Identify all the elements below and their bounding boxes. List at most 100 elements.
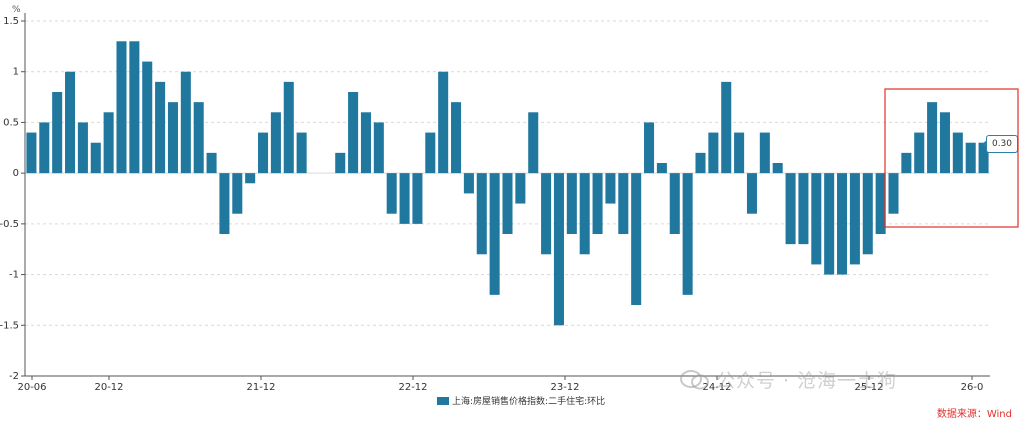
legend-label: 上海:房屋销售价格指数:二手住宅:环比 xyxy=(452,395,605,407)
bar xyxy=(52,92,63,174)
bar xyxy=(682,173,693,295)
bar xyxy=(965,142,976,174)
bar xyxy=(425,132,436,174)
bar xyxy=(939,112,950,174)
bar xyxy=(245,173,256,184)
x-tick-label: 25-12 xyxy=(854,382,883,393)
y-unit-label: % xyxy=(12,5,21,15)
bar xyxy=(579,173,590,255)
y-tick-label: -1.5 xyxy=(0,320,19,331)
bar xyxy=(605,173,616,204)
bar xyxy=(116,41,127,174)
y-tick-label: -0.5 xyxy=(0,219,19,230)
bar xyxy=(476,173,487,255)
y-tick-label: -1 xyxy=(9,270,19,281)
axes: 1.5 1 0.5 0 -0.5 -1 -1.5 -2% 20-06 20-12 21-12 22-1… xyxy=(0,5,990,393)
bar xyxy=(798,173,809,245)
bar xyxy=(669,173,680,234)
bar xyxy=(849,173,860,265)
bar xyxy=(656,163,667,174)
bar xyxy=(927,102,938,174)
bar xyxy=(618,173,629,234)
bar xyxy=(451,102,462,174)
y-tick-label: 0.5 xyxy=(3,117,19,128)
bar xyxy=(978,142,989,174)
x-tick-label: 20-06 xyxy=(17,382,46,393)
x-tick-label: 26-0 xyxy=(961,382,984,393)
bar xyxy=(463,173,474,194)
bar xyxy=(296,132,307,174)
bar xyxy=(180,71,191,174)
bar xyxy=(270,112,281,174)
bar xyxy=(862,173,873,255)
x-tick-label: 21-12 xyxy=(246,382,275,393)
bar xyxy=(90,142,101,174)
wechat-icon xyxy=(680,369,709,389)
bar xyxy=(515,173,526,204)
watermark-text: 公众号 · 沧海一土狗 xyxy=(716,370,898,392)
bar xyxy=(26,132,37,174)
legend: 上海:房屋销售价格指数:二手住宅:环比 xyxy=(437,395,605,407)
bar xyxy=(734,132,745,174)
bar xyxy=(528,112,539,174)
x-tick-label: 23-12 xyxy=(550,382,579,393)
bar xyxy=(772,163,783,174)
bar xyxy=(785,173,796,245)
bar xyxy=(708,132,719,174)
bar xyxy=(914,132,925,174)
bar xyxy=(875,173,886,234)
bar xyxy=(65,71,76,174)
highlight-box xyxy=(884,88,1019,228)
bar xyxy=(566,173,577,234)
bar xyxy=(283,81,294,174)
bar xyxy=(541,173,552,255)
bar xyxy=(438,71,449,174)
bar xyxy=(695,152,706,174)
bar xyxy=(399,173,410,224)
bar xyxy=(811,173,822,265)
bar xyxy=(489,173,500,295)
legend-swatch xyxy=(437,397,449,405)
source-note: 数据来源：Wind xyxy=(936,409,1012,420)
bar xyxy=(631,173,642,305)
bar xyxy=(553,173,564,326)
bar xyxy=(360,112,371,174)
bar xyxy=(155,81,166,174)
bar xyxy=(167,102,178,174)
bar xyxy=(824,173,835,275)
y-tick-label: 1.5 xyxy=(3,16,19,27)
bar xyxy=(77,122,88,174)
bar xyxy=(721,81,732,174)
bar xyxy=(502,173,513,234)
bar xyxy=(644,122,655,174)
bar xyxy=(232,173,243,214)
bar xyxy=(103,112,114,174)
bar xyxy=(142,61,153,174)
bar xyxy=(759,132,770,174)
watermark: 公众号 · 沧海一土狗 xyxy=(680,366,897,393)
bar xyxy=(746,173,757,214)
x-tick-label: 20-12 xyxy=(94,382,123,393)
bar xyxy=(592,173,603,234)
bar xyxy=(206,152,217,174)
bar xyxy=(39,122,50,174)
bar-series xyxy=(26,41,989,326)
bar xyxy=(219,173,230,234)
bar xyxy=(412,173,423,224)
bar xyxy=(258,132,269,174)
y-tick-label: 0 xyxy=(13,168,19,179)
y-tick-label: -2 xyxy=(9,371,19,382)
bar xyxy=(901,152,912,174)
bar xyxy=(386,173,397,214)
bar xyxy=(373,122,384,174)
y-tick-label: 1 xyxy=(13,67,19,78)
bar xyxy=(129,41,140,174)
bar xyxy=(837,173,848,275)
bar xyxy=(952,132,963,174)
x-tick-label: 24-12 xyxy=(702,382,731,393)
bar xyxy=(348,92,359,174)
bar xyxy=(193,102,204,174)
value-tooltip: 0.30 xyxy=(982,135,1018,153)
bar xyxy=(335,152,346,174)
